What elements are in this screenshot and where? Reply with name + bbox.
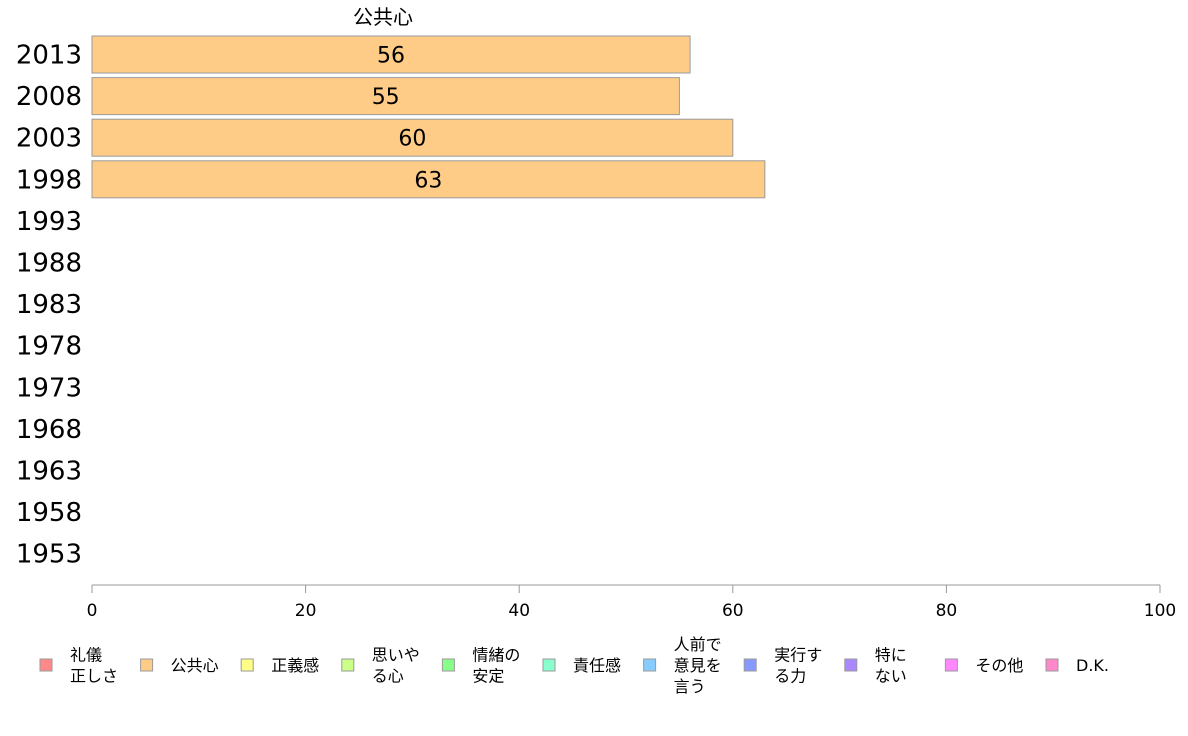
x-tick-label: 40: [508, 601, 530, 621]
bar: [91, 35, 691, 74]
year-label: 1973: [16, 373, 82, 403]
x-axis: 0 20 40 60 80 100: [87, 584, 1176, 621]
legend-swatch: [743, 658, 757, 672]
bar-value-label: 60: [398, 127, 426, 152]
panel-title: 公共心: [353, 5, 413, 29]
x-tick-label: 100: [1144, 601, 1176, 621]
legend-swatch: [140, 658, 154, 672]
year-label: 1983: [16, 290, 82, 320]
legend-label: 実行す: [774, 646, 822, 665]
bar-value-label: 63: [414, 168, 442, 193]
year-labels: 2013 2008 2003 1998 1993 1988 1983 1978 1973 1968…: [16, 41, 82, 570]
bar: [91, 77, 680, 116]
year-label: 1963: [16, 457, 82, 487]
x-tick-label: 0: [87, 601, 98, 621]
legend-swatch: [944, 658, 958, 672]
legend-swatch: [1045, 658, 1059, 672]
year-label: 1993: [16, 207, 82, 237]
legend-label: 特に: [875, 646, 907, 665]
legend-label: 意見を: [674, 656, 722, 675]
legend-label: 言う: [674, 677, 706, 696]
year-label: 2008: [16, 82, 82, 112]
year-label: 1988: [16, 249, 82, 279]
legend-swatch: [341, 658, 355, 672]
bar: [91, 118, 734, 157]
year-label: 1958: [16, 498, 82, 528]
legend-swatch: [844, 658, 858, 672]
legend-label: その他: [975, 656, 1023, 675]
legend-label: 正しさ: [70, 667, 118, 686]
x-tick-label: 20: [295, 601, 317, 621]
legend-label: 正義感: [271, 656, 319, 675]
year-label: 1968: [16, 415, 82, 445]
legend-label: ない: [875, 667, 907, 686]
year-label: 2013: [16, 41, 82, 71]
legend-label: る力: [774, 667, 806, 686]
bar: [91, 160, 766, 199]
legend-label: 礼儀: [70, 646, 102, 665]
year-label: 1978: [16, 332, 82, 362]
legend-label: 安定: [472, 667, 504, 686]
bar-value-label: 55: [372, 85, 400, 110]
legend-swatch: [39, 658, 53, 672]
legend-label: D.K.: [1076, 656, 1109, 675]
legend-label: 情緒の: [472, 646, 520, 665]
legend-swatch: [441, 658, 455, 672]
bar-value-label: 56: [377, 44, 405, 69]
legend-label: 思いや: [372, 646, 420, 665]
legend-swatch: [240, 658, 254, 672]
legend-label: 責任感: [573, 656, 621, 675]
bars: 56 55 60 63: [91, 35, 766, 199]
legend-swatch: [643, 658, 657, 672]
year-label: 1998: [16, 165, 82, 195]
x-tick-label: 60: [722, 601, 744, 621]
legend-label: 人前で: [674, 635, 722, 654]
legend-label: 公共心: [171, 656, 219, 675]
legend-swatch: [542, 658, 556, 672]
x-tick-label: 80: [936, 601, 958, 621]
legend-label: る心: [372, 667, 404, 686]
year-label: 1953: [16, 540, 82, 570]
year-label: 2003: [16, 124, 82, 154]
